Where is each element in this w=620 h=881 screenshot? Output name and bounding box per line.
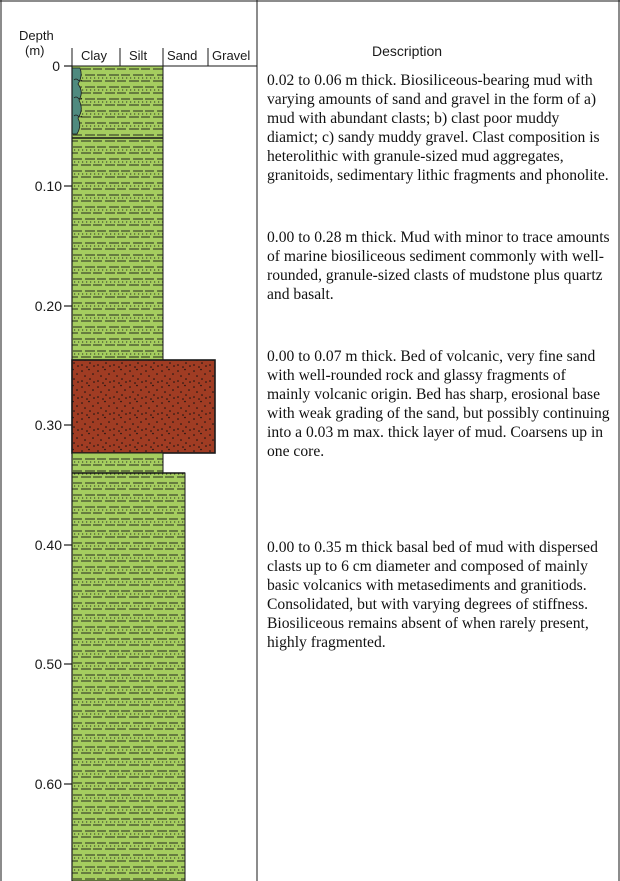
unit-1-mud-with-clasts xyxy=(71,65,164,139)
depth-tick-label: 0.20 xyxy=(35,298,62,314)
unit-1-bluish-zone xyxy=(71,67,82,135)
depth-tick-label: 0.40 xyxy=(35,537,62,553)
unit-2-biosiliceous-mud xyxy=(71,137,164,361)
depth-tick-label: 0.50 xyxy=(35,656,62,672)
grain-size-gravel: Gravel xyxy=(212,48,250,63)
unit-1-wavy-mark xyxy=(73,78,83,118)
grain-size-sand: Sand xyxy=(167,48,197,63)
depth-tick-label: 0.10 xyxy=(35,178,62,194)
description-unit-3: 0.00 to 0.07 m thick. Bed of volcanic, v… xyxy=(267,348,610,460)
description-title: Description xyxy=(372,43,442,59)
depth-tick-label: 0.60 xyxy=(35,776,62,792)
description-unit-2: 0.00 to 0.28 m thick. Mud with minor to … xyxy=(267,229,610,303)
grain-size-silt: Silt xyxy=(129,48,147,63)
unit-3-volcanic-sand xyxy=(71,359,216,454)
depth-unit: (m) xyxy=(25,43,45,58)
description-unit-4: 0.00 to 0.35 m thick basal bed of mud wi… xyxy=(267,539,598,651)
grain-size-clay: Clay xyxy=(81,48,108,63)
depth-tick-label: 0 xyxy=(52,58,60,74)
depth-tick-label: 0.30 xyxy=(35,417,62,433)
description-unit-1: 0.02 to 0.06 m thick. Biosiliceous-beari… xyxy=(267,72,609,184)
unit-4-basal-mud xyxy=(71,472,186,881)
depth-ticks: 0 0.10 0.20 0.30 0.40 0.50 0.60 xyxy=(35,58,72,792)
depth-label: Depth xyxy=(19,28,54,43)
unit-3-mud-layer xyxy=(71,452,164,474)
